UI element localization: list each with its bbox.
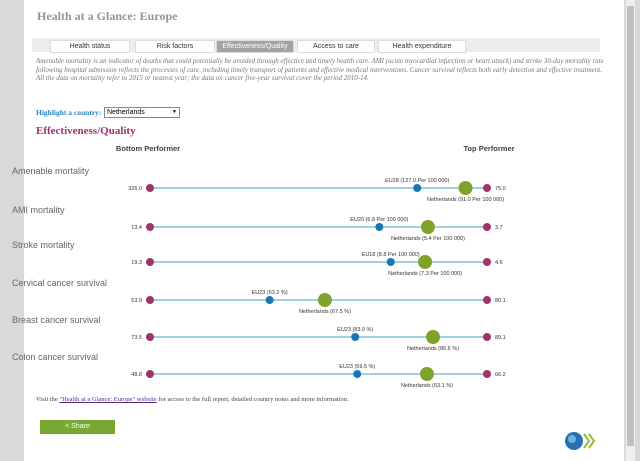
bottom-dot: [146, 370, 154, 378]
eu-label: EU18 (8.8 Per 100 000): [362, 252, 420, 258]
bottom-value: 326.0: [128, 186, 142, 192]
eu-dot: [351, 333, 360, 341]
country-select[interactable]: Netherlands: [104, 107, 180, 118]
bottom-dot: [146, 223, 154, 231]
bottom-dot: [146, 333, 154, 341]
bottom-dot: [146, 184, 154, 192]
tab[interactable]: Risk factors: [135, 40, 215, 53]
tab-bar: Health status Risk factors Effectiveness/Q…: [32, 38, 600, 53]
eu-dot: [353, 370, 362, 378]
row-title: Colon cancer survival: [12, 352, 98, 362]
top-dot: [483, 296, 491, 304]
share-icon: <: [65, 423, 72, 430]
description: Amenable mortality is an indicator of de…: [36, 57, 606, 83]
top-dot: [483, 184, 491, 192]
top-value: 4.6: [495, 260, 503, 266]
eu-dot: [375, 223, 384, 231]
top-value: 89.1: [495, 335, 506, 341]
eu-label: EU20 (6.8 Per 100 000): [350, 217, 408, 223]
bottom-dot: [146, 296, 154, 304]
section-title: Effectiveness/Quality: [36, 125, 136, 137]
row-title: Stroke mortality: [12, 240, 75, 250]
top-dot: [483, 223, 491, 231]
eu-dot: [386, 258, 395, 266]
bottom-value: 48.8: [131, 372, 142, 378]
country-label: Netherlands (5.4 Per 100 000): [391, 236, 465, 242]
top-dot: [483, 333, 491, 341]
highlight-label: Highlight a country:: [36, 108, 102, 117]
right-header: Top Performer: [463, 144, 514, 153]
share-text: Share: [71, 423, 90, 430]
bottom-value: 19.3: [131, 260, 142, 266]
oecd-logo: [565, 432, 596, 450]
row-title: Breast cancer survival: [12, 315, 101, 325]
eu-dot: [413, 184, 422, 192]
country-dot: [419, 367, 434, 381]
row-title: Cervical cancer survival: [12, 278, 107, 288]
top-value: 75.0: [495, 186, 506, 192]
share-button[interactable]: < Share: [40, 420, 115, 434]
left-header: Bottom Performer: [116, 144, 180, 153]
top-dot: [483, 258, 491, 266]
eu-label: EU23 (63.2 %): [252, 290, 288, 296]
bottom-value: 13.4: [131, 225, 142, 231]
footer-text: Visit the: [36, 396, 60, 403]
page: Health at a Glance: Europe Health status…: [24, 0, 624, 461]
country-dot: [317, 293, 332, 307]
country-dot: [425, 330, 440, 344]
eu-label: EU23 (83.0 %): [337, 327, 373, 333]
description-text: All the data on mortality refer to 2015 …: [36, 74, 369, 82]
eu-dot: [265, 296, 274, 304]
footer: Visit the "Health at a Glance: Europe" w…: [36, 396, 349, 403]
country-dot: [418, 255, 433, 269]
description-text: Amenable mortality is an indicator of de…: [36, 57, 604, 74]
footer-text: for access to the full report, detailed …: [156, 396, 349, 403]
bottom-value: 53.9: [131, 298, 142, 304]
country-label: Netherlands (67.5 %): [299, 309, 351, 315]
top-value: 3.7: [495, 225, 503, 231]
country-label: Netherlands (7.3 Per 100 000): [388, 271, 462, 277]
country-label: Netherlands (91.0 Per 100 000): [427, 197, 504, 203]
chart: Bottom Performer Top Performer Amenable …: [12, 144, 515, 389]
tab[interactable]: Effectiveness/Quality: [216, 40, 294, 53]
eu-label: EU28 (127.0 Per 100 000): [385, 178, 449, 184]
eu-label: EU23 (59.5 %): [339, 364, 375, 370]
scrollbar: [626, 0, 635, 461]
tab[interactable]: Health status: [50, 40, 130, 53]
country-label: Netherlands (86.6 %): [407, 346, 459, 352]
country-dot: [458, 181, 473, 195]
tab[interactable]: Health expenditure: [378, 40, 466, 53]
country-dot: [420, 220, 435, 234]
page-title: Health at a Glance: Europe: [37, 9, 178, 23]
row-title: AMI mortality: [12, 205, 65, 215]
scroll-thumb[interactable]: [627, 6, 634, 446]
row-title: Amenable mortality: [12, 166, 90, 176]
top-value: 80.1: [495, 298, 506, 304]
top-value: 66.2: [495, 372, 506, 378]
top-dot: [483, 370, 491, 378]
tab[interactable]: Access to care: [297, 40, 375, 53]
bottom-value: 73.5: [131, 335, 142, 341]
bottom-dot: [146, 258, 154, 266]
website-link[interactable]: "Health at a Glance: Europe" website: [59, 396, 157, 403]
country-label: Netherlands (63.1 %): [401, 383, 453, 389]
